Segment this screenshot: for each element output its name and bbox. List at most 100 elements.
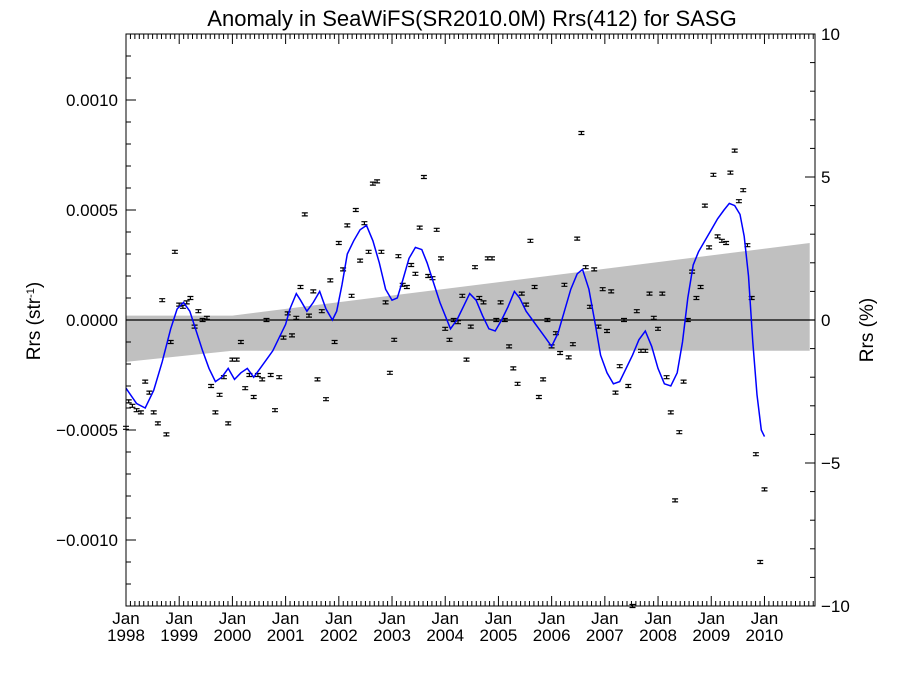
x-tick-label-month: Jan: [751, 609, 778, 628]
data-point: [518, 291, 525, 296]
x-tick-label-year: 2004: [426, 626, 464, 645]
data-point: [680, 379, 687, 384]
data-point: [263, 317, 270, 323]
data-point: [612, 390, 619, 395]
y-tick-label-left: −0.0005: [56, 421, 118, 440]
y-tick-label-right: −10: [821, 597, 850, 616]
data-point: [335, 240, 342, 246]
data-point: [242, 386, 249, 391]
chart-title: Anomaly in SeaWiFS(SR2010.0M) Rrs(412) f…: [207, 6, 736, 31]
data-point: [480, 300, 487, 305]
x-tick-label-month: Jan: [644, 609, 671, 628]
data-point: [535, 394, 542, 400]
x-tick-label-month: Jan: [698, 609, 725, 628]
data-point: [676, 430, 683, 435]
data-point: [314, 377, 321, 382]
data-point: [212, 410, 219, 415]
x-tick-label-month: Jan: [432, 609, 459, 628]
data-point: [195, 309, 202, 314]
y-axis-label-right: Rrs (%): [857, 298, 878, 362]
data-point: [297, 284, 304, 290]
x-tick-label-year: 2001: [267, 626, 305, 645]
data-point: [706, 245, 713, 250]
data-point: [672, 498, 679, 503]
data-point: [137, 410, 144, 415]
data-point: [167, 339, 174, 345]
data-point: [374, 179, 381, 184]
x-tick-label-year: 2010: [746, 626, 784, 645]
x-tick-label-year: 1999: [160, 626, 198, 645]
data-point: [203, 315, 210, 320]
data-point: [714, 234, 721, 239]
data-point: [199, 317, 206, 323]
y-tick-label-right: 5: [821, 168, 830, 187]
data-point: [655, 326, 661, 331]
x-tick-label-month: Jan: [325, 609, 352, 628]
data-point: [365, 249, 372, 254]
x-tick-label-month: Jan: [165, 609, 192, 628]
x-tick-label-month: Jan: [538, 609, 565, 628]
data-point: [306, 313, 312, 318]
data-point: [514, 381, 521, 386]
data-point: [216, 392, 223, 397]
data-point: [557, 350, 564, 356]
data-point: [646, 291, 653, 296]
data-point: [433, 227, 440, 232]
data-point: [323, 397, 329, 402]
data-point: [289, 333, 295, 338]
data-point: [403, 284, 410, 290]
y-tick-label-left: 0.0005: [66, 201, 118, 220]
data-point: [472, 265, 478, 270]
x-tick-label-month: Jan: [378, 609, 405, 628]
x-tick-label-year: 2005: [480, 626, 518, 645]
data-point: [357, 258, 364, 263]
data-point: [616, 364, 623, 369]
data-point: [493, 317, 500, 323]
data-point: [476, 295, 483, 301]
data-point: [727, 170, 734, 175]
data-point: [233, 357, 240, 362]
data-point: [369, 181, 376, 186]
data-point: [604, 328, 610, 334]
data-point: [280, 335, 287, 340]
data-point: [506, 344, 513, 349]
data-point: [293, 315, 300, 320]
data-point: [497, 300, 504, 305]
y-axis-label-left: Rrs (str-1): [24, 282, 45, 360]
data-point: [574, 236, 581, 241]
data-point: [272, 408, 278, 413]
data-point: [386, 370, 393, 375]
data-point: [420, 174, 427, 180]
data-point: [446, 337, 453, 342]
data-point: [510, 366, 517, 371]
data-point: [344, 223, 351, 228]
y-tick-label-right: −5: [821, 454, 840, 473]
y-tick-label-left: 0.0000: [66, 311, 118, 330]
y-tick-label-right: 0: [821, 311, 830, 330]
data-point: [467, 324, 474, 329]
x-tick-label-month: Jan: [591, 609, 618, 628]
data-point: [718, 238, 725, 243]
data-point: [735, 199, 742, 204]
data-point: [642, 348, 649, 353]
x-tick-label-year: 2000: [213, 626, 251, 645]
data-point: [416, 225, 423, 230]
smoothed-curve: [125, 202, 766, 437]
data-point: [163, 432, 170, 437]
data-point: [625, 383, 632, 389]
data-point: [701, 203, 708, 208]
data-point: [391, 337, 398, 342]
x-tick-label-month: Jan: [219, 609, 246, 628]
confidence-band: [126, 243, 810, 362]
data-point: [633, 309, 640, 314]
data-point: [412, 271, 419, 276]
data-point: [561, 282, 568, 287]
data-point: [129, 403, 136, 408]
data-point: [318, 309, 325, 314]
data-point: [276, 375, 283, 380]
data-point: [250, 394, 257, 400]
data-point: [382, 300, 389, 305]
x-tick-label-year: 2003: [373, 626, 411, 645]
data-point: [752, 452, 759, 457]
data-point: [489, 256, 495, 261]
